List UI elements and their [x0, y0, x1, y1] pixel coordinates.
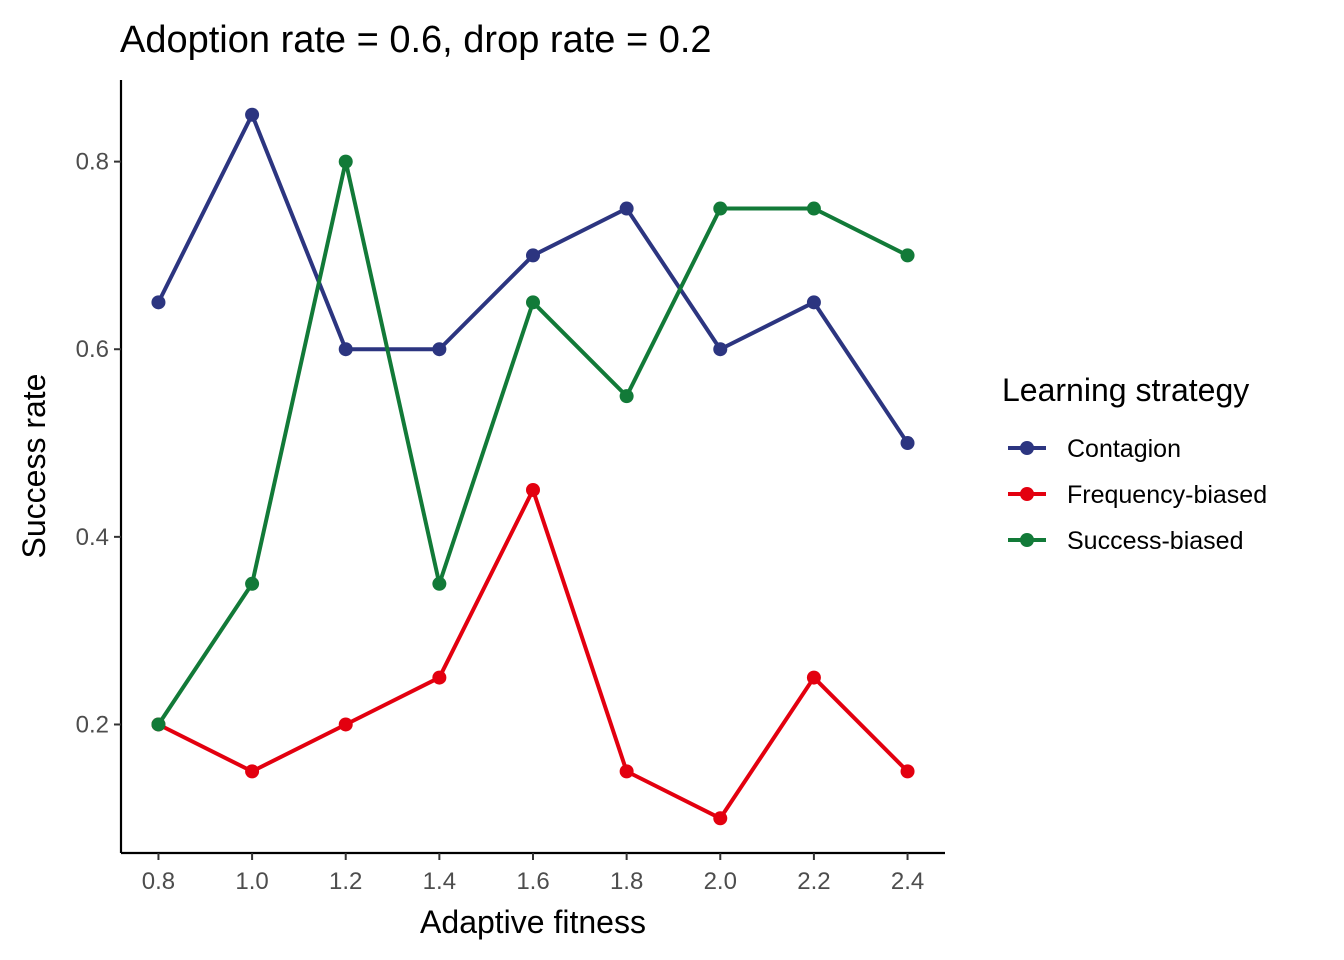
- data-point: [151, 295, 166, 310]
- legend-label: Success-biased: [1067, 527, 1243, 555]
- y-tick-label: 0.2: [76, 711, 109, 738]
- legend-item: Contagion: [1008, 435, 1181, 463]
- x-axis-title: Adaptive fitness: [420, 904, 646, 940]
- axes: 0.8 1.0 1.2 1.4 1.6 1.8 2.0 2.2 2.4 0.2 0.4 0.6 0.8: [76, 80, 945, 895]
- x-tick-label: 2.4: [891, 868, 924, 895]
- legend-key-point: [1020, 441, 1034, 455]
- series-line: [156, 112, 910, 445]
- data-point: [806, 201, 821, 216]
- series-contagion: [151, 107, 915, 451]
- y-tick-label: 0.6: [76, 336, 109, 363]
- data-point: [338, 717, 353, 732]
- series-success-biased: [151, 154, 915, 732]
- legend-key-point: [1020, 533, 1034, 547]
- data-point: [900, 764, 915, 779]
- data-point: [713, 342, 728, 357]
- legend-label: Frequency-biased: [1067, 481, 1267, 509]
- data-point: [619, 201, 634, 216]
- data-point: [432, 670, 447, 685]
- x-tick-label: 1.2: [329, 868, 362, 895]
- data-point: [245, 576, 260, 591]
- data-point: [245, 764, 260, 779]
- data-point: [900, 248, 915, 263]
- legend-label: Contagion: [1067, 435, 1181, 463]
- data-point: [526, 295, 540, 310]
- x-tick-label: 1.6: [516, 868, 549, 895]
- series-layer: [151, 107, 915, 826]
- series-line: [157, 487, 909, 821]
- legend: Learning strategy Contagion Frequency-bia…: [1002, 372, 1267, 555]
- data-point: [245, 107, 260, 122]
- data-point: [619, 389, 634, 404]
- x-tick-label: 1.0: [235, 868, 268, 895]
- data-point: [432, 342, 447, 357]
- series-line: [156, 159, 909, 726]
- data-point: [526, 482, 540, 497]
- data-point: [619, 764, 634, 779]
- data-point: [338, 342, 353, 357]
- x-tick-label: 1.8: [610, 868, 643, 895]
- chart-title: Adoption rate = 0.6, drop rate = 0.2: [120, 19, 712, 61]
- data-point: [900, 436, 915, 451]
- legend-title: Learning strategy: [1002, 372, 1249, 408]
- data-point: [338, 154, 353, 169]
- series-frequency-biased: [151, 482, 915, 826]
- x-tick-label: 1.4: [423, 868, 456, 895]
- legend-item: Success-biased: [1008, 527, 1243, 555]
- y-tick-label: 0.4: [76, 524, 109, 551]
- x-tick-label: 2.2: [797, 868, 830, 895]
- data-point: [806, 670, 821, 685]
- legend-item: Frequency-biased: [1008, 481, 1267, 509]
- legend-items: Contagion Frequency-biased Success-biased: [1008, 435, 1267, 555]
- data-point: [713, 811, 728, 826]
- data-point: [526, 248, 540, 263]
- data-point: [432, 576, 447, 591]
- x-tick-label: 2.0: [704, 868, 737, 895]
- y-tick-label: 0.8: [76, 149, 109, 176]
- x-tick-label: 0.8: [142, 868, 175, 895]
- data-point: [713, 201, 728, 216]
- data-point: [806, 295, 821, 310]
- data-point: [151, 717, 166, 732]
- y-axis-title: Success rate: [16, 374, 52, 559]
- legend-key-point: [1020, 487, 1034, 501]
